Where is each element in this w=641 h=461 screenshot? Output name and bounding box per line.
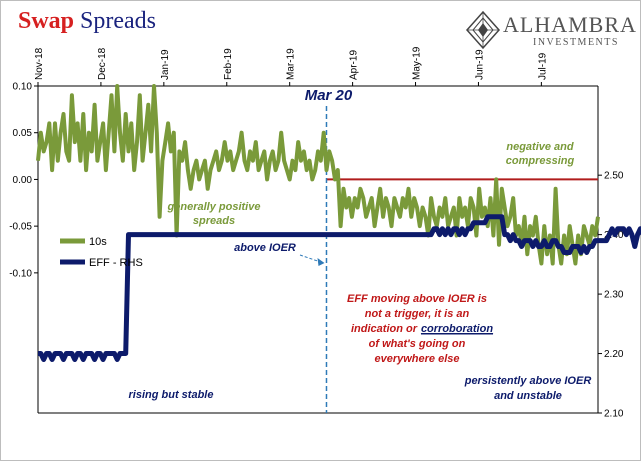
annot-negative-compressing: compressing <box>506 155 575 167</box>
annot-negative-compressing: negative and <box>506 141 574 153</box>
y-left-tick-label: 0.00 <box>13 175 33 186</box>
y-right-tick-label: 2.20 <box>604 349 624 360</box>
y-left-tick-label: -0.05 <box>9 222 32 233</box>
annot-above-ioer: above IOER <box>234 242 296 254</box>
annotations-layer: Mar 20 10s EFF - RHS generally positive spre… <box>60 87 591 402</box>
series-layer <box>36 84 641 413</box>
title-word-1: Swap <box>18 8 75 34</box>
y-right-tick-label: 2.50 <box>604 171 624 182</box>
annot-eff-line2: not a trigger, it is an <box>365 308 470 320</box>
annot-eff-line5: of what's going on <box>369 338 466 350</box>
y-left-tick-label: -0.10 <box>9 268 32 279</box>
y-right-tick-label: 2.10 <box>604 409 624 420</box>
y-right-tick-label: 2.30 <box>604 290 624 301</box>
annot-eff-corroboration: corroboration <box>421 323 493 335</box>
x-tick-label: Apr-19 <box>349 50 360 80</box>
annot-arrow-head <box>317 258 325 266</box>
y-left-tick-label: 0.05 <box>13 128 33 139</box>
mar20-label: Mar 20 <box>305 87 353 104</box>
y-left-tick-label: 0.10 <box>13 82 33 93</box>
annot-persistently-above: and unstable <box>494 390 562 402</box>
logo-sub: INVESTMENTS <box>533 37 619 48</box>
annot-eff-line1: EFF moving above IOER is <box>347 293 487 305</box>
legend-10s-label: 10s <box>89 236 107 248</box>
chart-title: Swap Spreads <box>18 8 156 35</box>
annot-persistently-above: persistently above IOER <box>464 375 592 387</box>
x-tick-label: Jul-19 <box>537 52 548 80</box>
annot-arrow-line <box>299 254 321 263</box>
series-eff-line <box>38 214 641 362</box>
annot-eff-line6: everywhere else <box>374 353 459 365</box>
annot-generally-positive: generally positive <box>167 201 261 213</box>
series-10s-line <box>36 84 600 266</box>
x-tick-label: Nov-18 <box>34 47 45 80</box>
x-tick-label: May-19 <box>412 46 423 80</box>
x-tick-label: Jun-19 <box>474 49 485 80</box>
x-tick-label: Jan-19 <box>160 49 171 80</box>
annot-eff-line3: indication or <box>351 323 418 335</box>
annot-generally-positive: spreads <box>193 215 235 227</box>
alhambra-logo: ALHAMBRA INVESTMENTS <box>465 10 637 54</box>
logo-diamond-icon <box>465 10 501 50</box>
title-word-2: Spreads <box>80 8 157 34</box>
legend-eff-label: EFF - RHS <box>89 257 143 269</box>
x-tick-label: Dec-18 <box>97 47 108 80</box>
logo-brand: ALHAMBRA <box>503 12 637 37</box>
x-tick-label: Feb-19 <box>223 48 234 80</box>
annot-rising-stable: rising but stable <box>129 389 214 401</box>
x-tick-label: Mar-19 <box>286 48 297 80</box>
